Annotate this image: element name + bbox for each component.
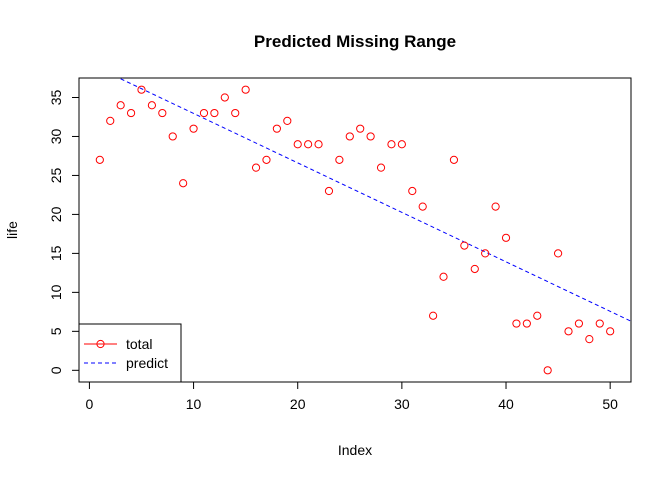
data-point: [179, 179, 188, 188]
data-point: [137, 85, 146, 94]
data-point: [408, 186, 417, 196]
x-tick-label: 20: [290, 396, 306, 412]
data-point: [304, 140, 313, 149]
data-point: [116, 101, 125, 110]
data-point: [574, 319, 584, 328]
data-point: [335, 155, 344, 164]
data-point: [522, 319, 531, 328]
data-point: [168, 132, 177, 141]
data-point: [95, 155, 104, 164]
data-point: [429, 311, 438, 320]
data-point: [564, 327, 573, 336]
data-point: [283, 116, 292, 125]
data-point: [439, 272, 448, 281]
legend: total predict: [78, 323, 182, 383]
data-point: [189, 124, 198, 133]
legend-box: [78, 323, 182, 383]
data-point: [397, 140, 406, 149]
chart-title: Predicted Missing Range: [254, 32, 456, 51]
y-tick-label: 15: [48, 245, 64, 261]
data-point: [251, 163, 261, 172]
data-point: [272, 124, 281, 133]
y-tick-label: 10: [48, 284, 64, 300]
data-point: [553, 249, 563, 258]
predict-line: [120, 78, 631, 322]
data-point: [366, 132, 375, 141]
y-tick-label: 0: [48, 366, 64, 374]
y-axis: 0 5 10 15 20 25 30 35: [48, 89, 80, 374]
data-point: [324, 186, 334, 196]
data-point: [241, 85, 250, 94]
y-tick-label: 35: [48, 89, 64, 105]
data-point: [481, 249, 490, 258]
data-point: [345, 132, 354, 141]
data-point: [126, 108, 136, 118]
data-point: [418, 202, 427, 211]
data-point: [376, 163, 386, 172]
data-point: [543, 366, 552, 375]
y-tick-label: 5: [48, 327, 64, 335]
data-point: [158, 108, 167, 118]
y-tick-label: 25: [48, 167, 64, 183]
data-point: [293, 140, 302, 149]
data-point: [210, 108, 219, 118]
y-axis-label: life: [4, 221, 20, 239]
x-tick-label: 40: [498, 396, 514, 412]
y-tick-label: 30: [48, 128, 64, 144]
data-point: [387, 140, 396, 149]
x-tick-label: 10: [186, 396, 202, 412]
data-point: [231, 108, 240, 118]
data-point: [460, 241, 469, 250]
data-point: [199, 108, 209, 118]
data-point: [595, 319, 604, 328]
data-point: [512, 319, 521, 328]
legend-label: total: [126, 336, 152, 352]
data-point: [262, 155, 271, 164]
x-axis: 0 10 20 30 40 50: [86, 381, 618, 412]
data-point: [106, 116, 115, 125]
data-point: [220, 93, 229, 102]
data-point: [491, 202, 500, 211]
data-point: [147, 101, 157, 110]
total-points-layer: [95, 85, 615, 375]
data-point: [533, 311, 542, 320]
y-tick-label: 20: [48, 206, 64, 222]
legend-label: predict: [126, 355, 168, 371]
x-tick-label: 30: [394, 396, 410, 412]
x-axis-label: Index: [338, 442, 372, 458]
predict-line-layer: [120, 78, 631, 322]
data-point: [470, 264, 479, 274]
data-point: [606, 327, 615, 336]
data-point: [356, 124, 365, 133]
data-point: [449, 155, 459, 164]
data-point: [314, 140, 323, 149]
x-tick-label: 0: [86, 396, 94, 412]
data-point: [585, 335, 594, 344]
data-point: [501, 233, 511, 242]
x-tick-label: 50: [602, 396, 618, 412]
legend-point-swatch: [96, 339, 105, 349]
